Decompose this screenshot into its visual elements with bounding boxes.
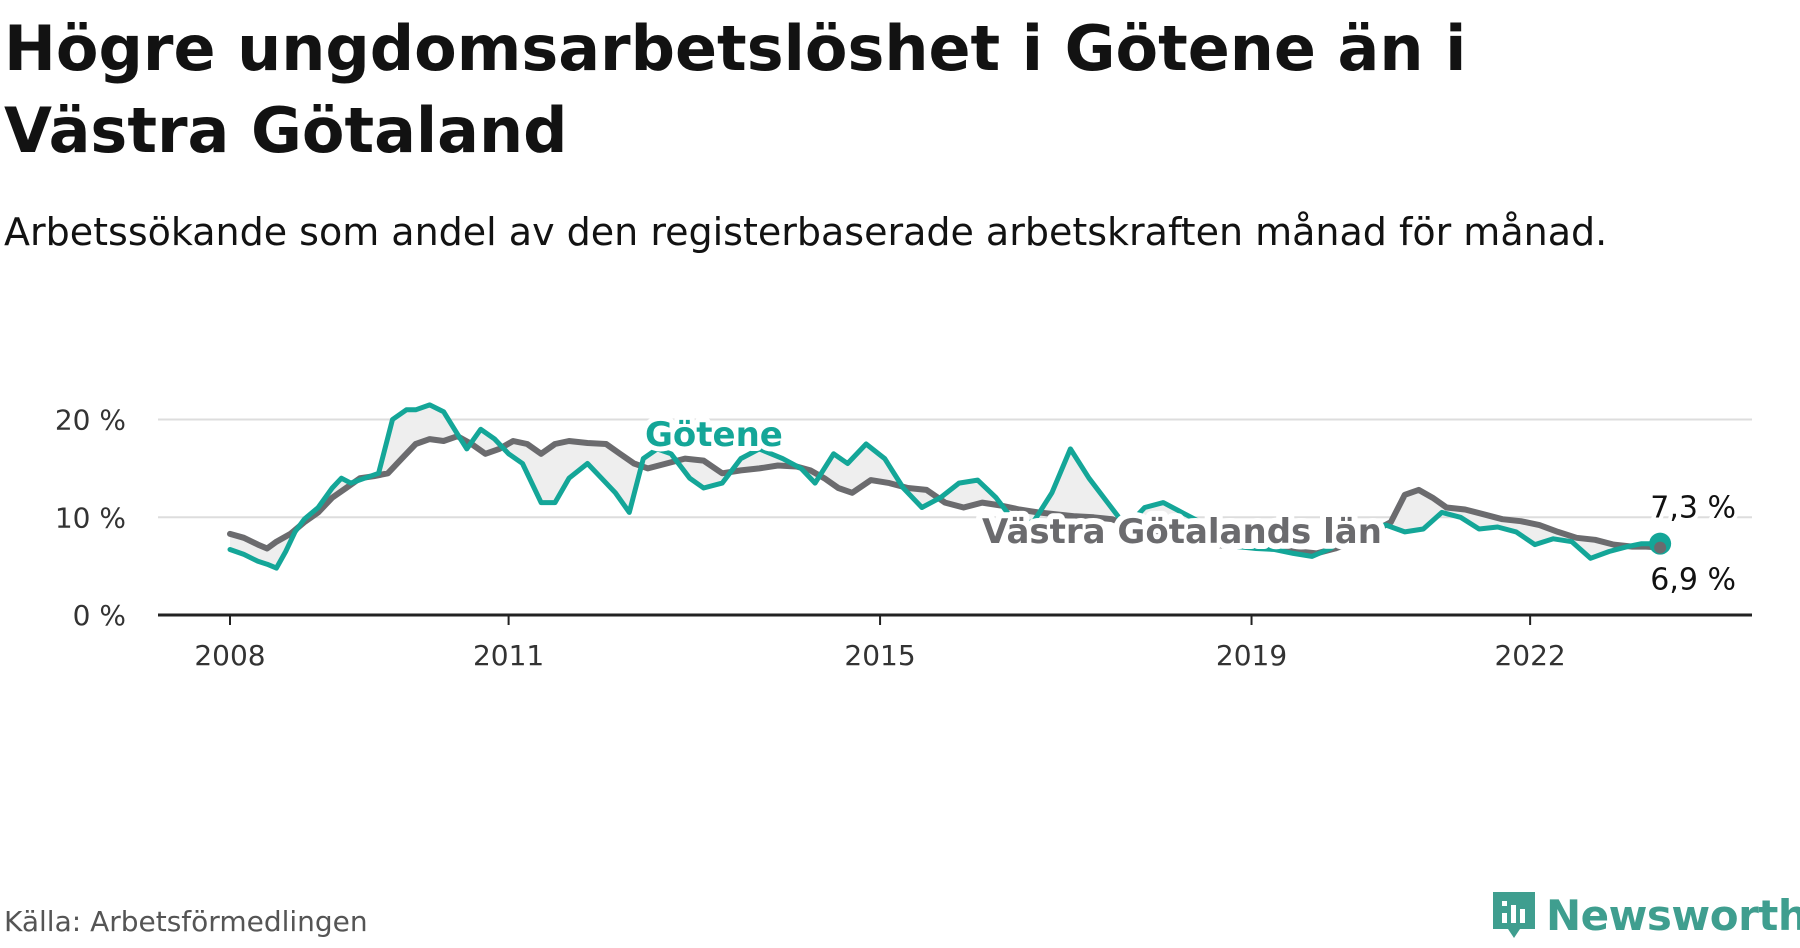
series-line-vastra-gotaland	[227, 433, 1664, 557]
y-tick-label: 10 %	[55, 501, 126, 534]
newsworthy-logo[interactable]: Newsworthy	[1490, 885, 1800, 945]
end-value-label-gotene: 7,3 %	[1650, 491, 1736, 526]
x-tick-label: 2022	[1494, 639, 1565, 672]
newsworthy-logo-text: Newsworthy	[1546, 890, 1800, 940]
y-tick-label: 0 %	[73, 599, 126, 632]
x-axis-ticks: 2008 2011 2015 2019 2022	[194, 615, 1566, 672]
x-tick-label: 2015	[844, 639, 915, 672]
series-label-vastra-gotaland: Västra Götalands län	[982, 512, 1382, 552]
x-tick-label: 2019	[1216, 639, 1287, 672]
chart-title: Högre ungdomsarbetslöshet i Götene än i …	[4, 12, 1467, 167]
series-line-gotene	[227, 402, 1663, 571]
gap-area-between-series	[230, 404, 1661, 569]
series-label-gotene: Götene	[645, 415, 783, 455]
y-tick-label: 20 %	[55, 404, 126, 437]
y-axis-ticks: 0 % 10 % 20 %	[55, 404, 126, 632]
source-note: Källa: Arbetsförmedlingen	[4, 905, 368, 938]
x-tick-label: 2011	[473, 639, 544, 672]
newsworthy-logo-icon	[1493, 892, 1535, 938]
end-value-label-vastra-gotaland: 6,9 %	[1650, 563, 1736, 598]
line-chart: 0 %10 %20 % 2008 2011 2015 2019 2022 Götene …	[55, 402, 1752, 672]
x-tick-label: 2008	[194, 639, 265, 672]
chart-subtitle: Arbetssökande som andel av den registerb…	[4, 210, 1608, 254]
vastra-gotaland-end-point	[1654, 541, 1667, 554]
